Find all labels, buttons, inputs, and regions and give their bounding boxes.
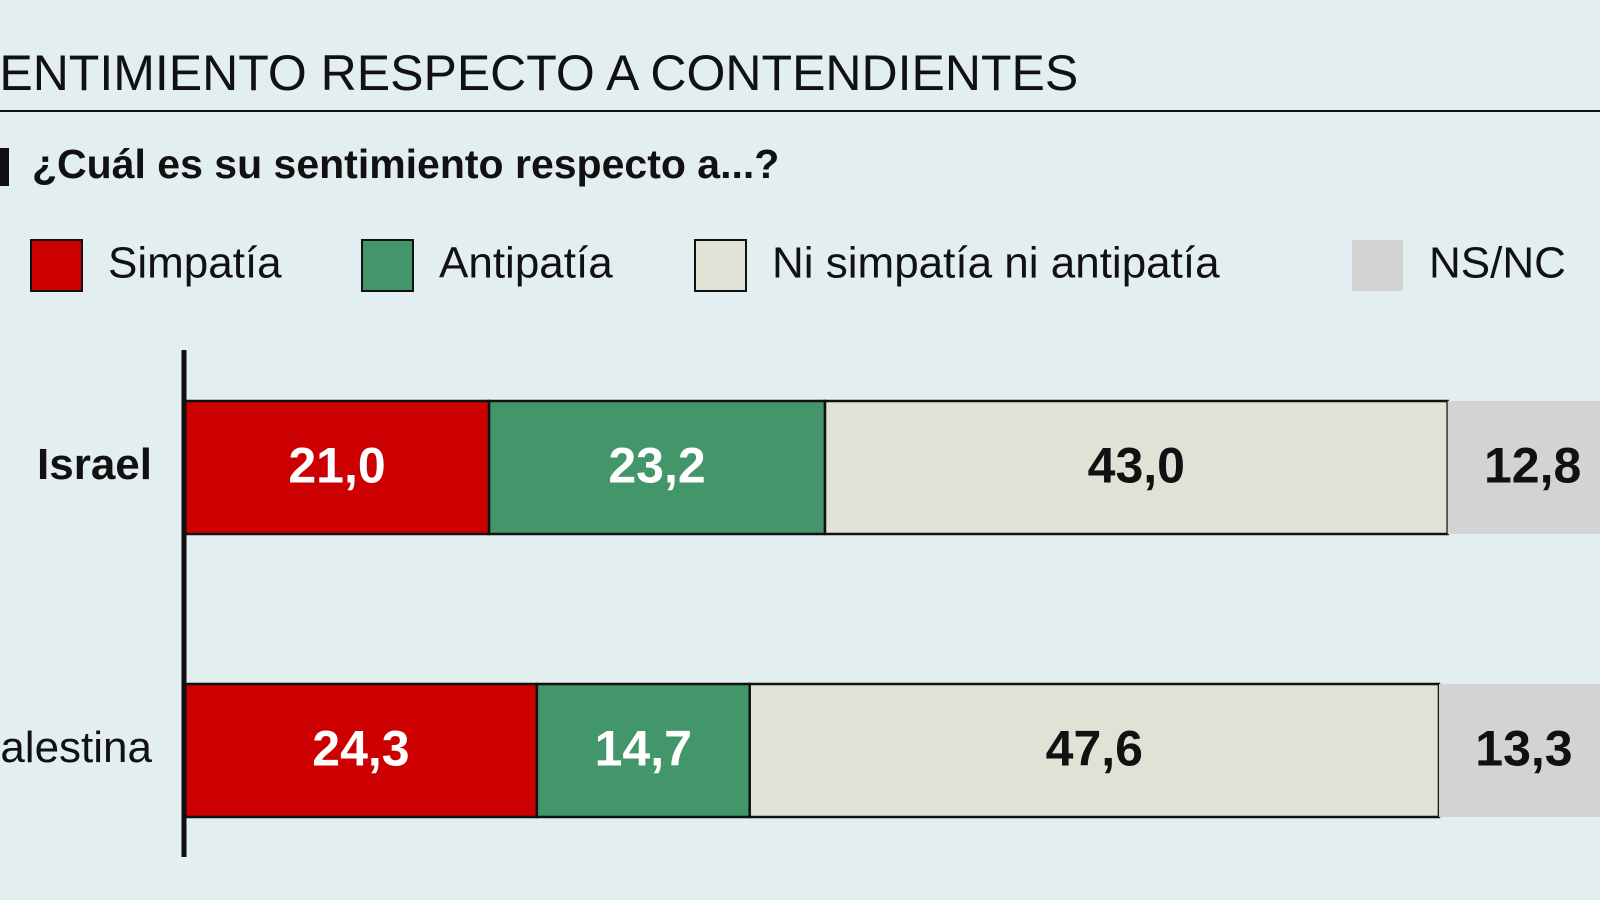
legend-label: Simpatía (108, 239, 282, 288)
legend-swatch (1352, 240, 1403, 291)
value-label: 14,7 (595, 721, 692, 777)
legend-swatch (30, 239, 83, 292)
value-label: 13,3 (1475, 721, 1572, 777)
category-label: Israel (37, 440, 152, 489)
category-label: Palestina (0, 723, 153, 772)
chart-subtitle: ¿Cuál es su sentimiento respecto a...? (32, 141, 779, 187)
value-label: 23,2 (608, 438, 705, 494)
legend-label: Antipatía (439, 239, 613, 288)
bar-segment (823, 399, 1449, 536)
value-label: 43,0 (1088, 438, 1185, 494)
legend: Simpatía Antipatía Ni simpatía ni antipatí… (30, 239, 1566, 292)
bar-segment (1447, 401, 1600, 534)
bar-segment (183, 399, 491, 536)
plot-area: Israel 21,0 23,2 43,0 12,8 Palestina 24,3 14,7 4… (0, 399, 1600, 819)
bar-segment (1438, 684, 1600, 817)
value-label: 47,6 (1046, 721, 1143, 777)
legend-swatch (694, 239, 747, 292)
legend-label: Ni simpatía ni antipatía (772, 239, 1220, 288)
legend-swatch (361, 239, 414, 292)
value-label: 12,8 (1484, 438, 1581, 494)
bar-segment (183, 682, 539, 819)
subtitle-marker (0, 148, 9, 186)
legend-label: NS/NC (1429, 239, 1566, 288)
chart-title: SENTIMIENTO RESPECTO A CONTENDIENTES (0, 45, 1078, 101)
value-label: 24,3 (312, 721, 409, 777)
bar-segment (748, 682, 1441, 819)
value-label: 21,0 (288, 438, 385, 494)
